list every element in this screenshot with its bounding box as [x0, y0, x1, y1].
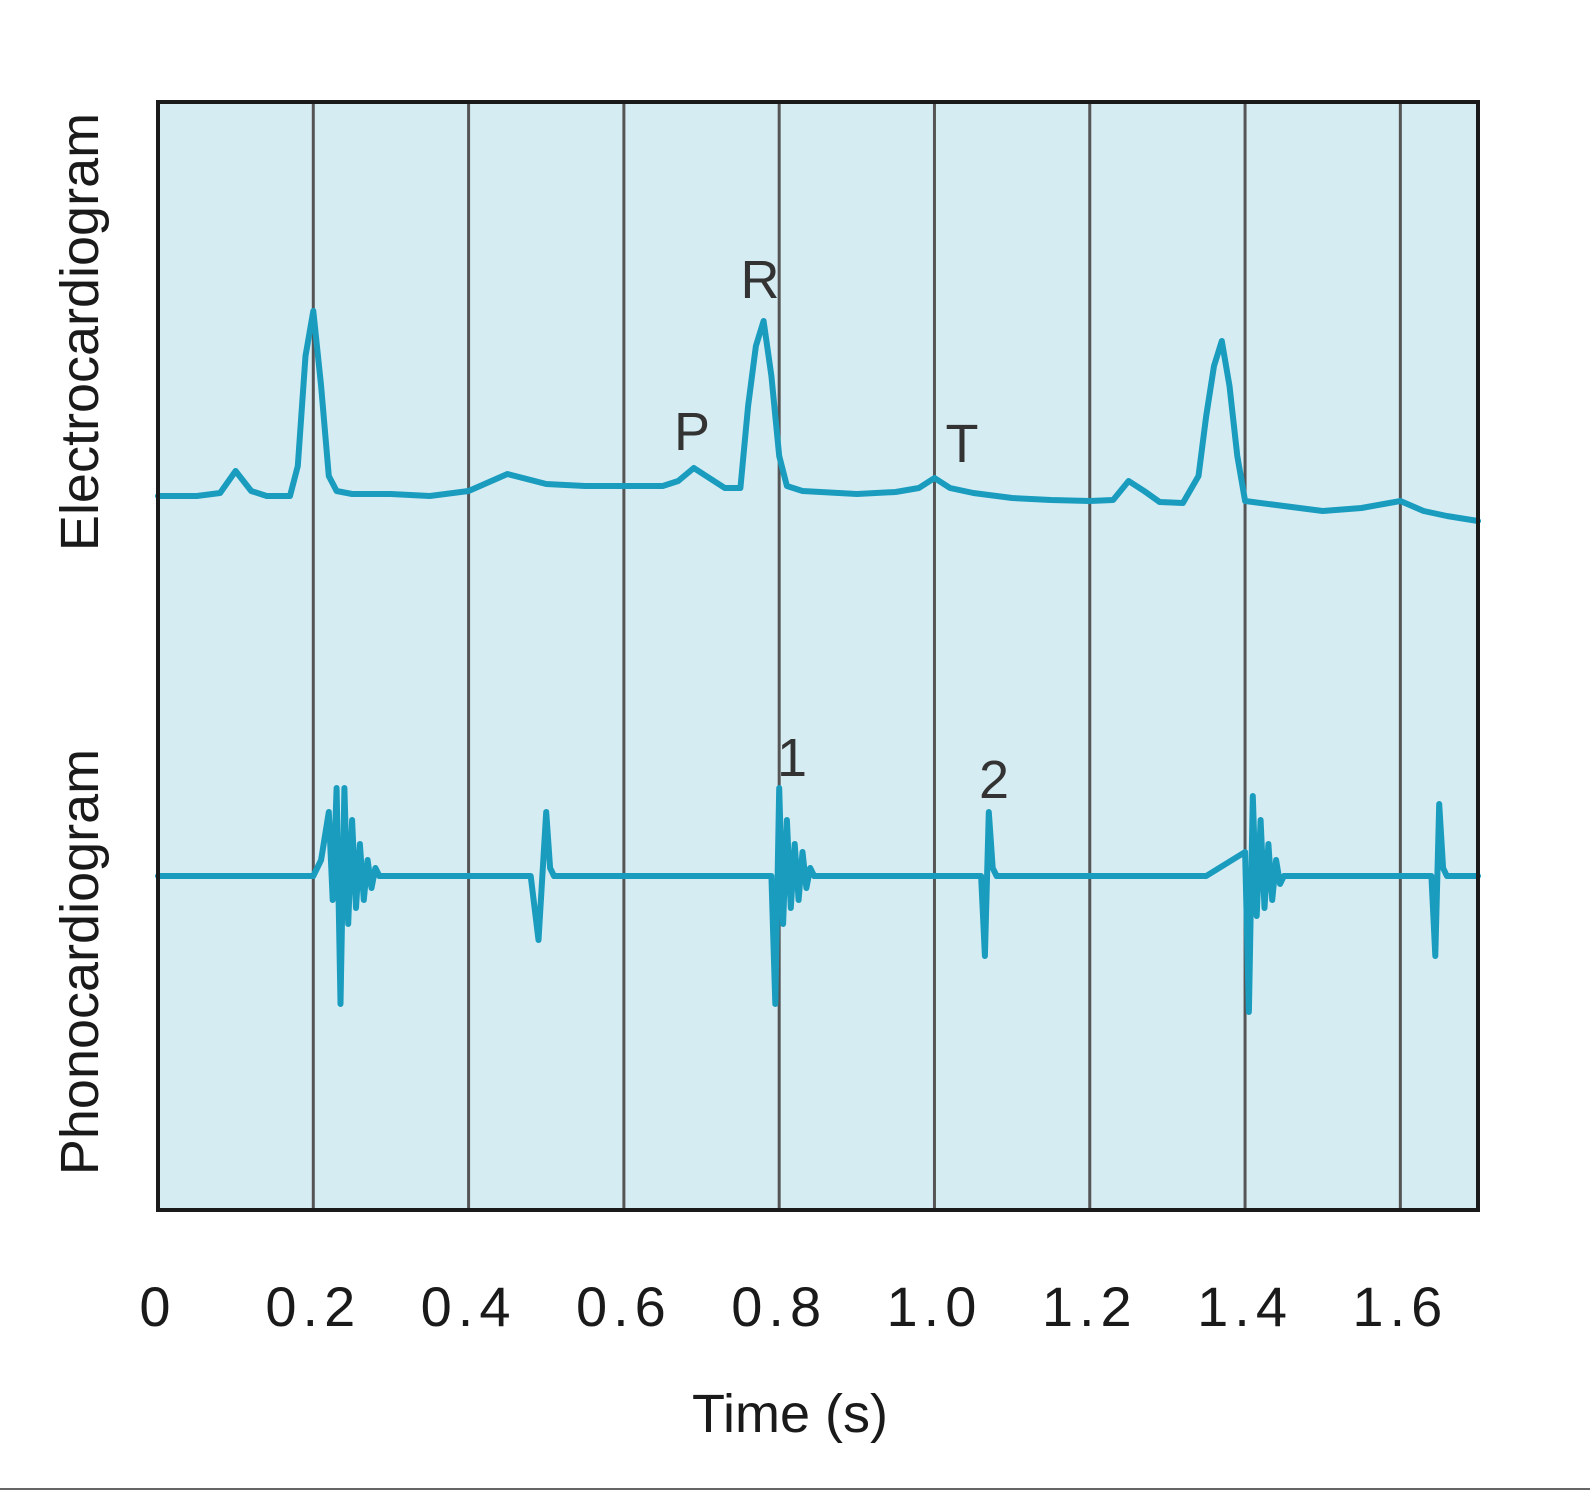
x-tick-label: 1.4 — [1197, 1275, 1293, 1338]
annotation-p: P — [674, 402, 710, 462]
pcg-trace — [155, 785, 1481, 1015]
x-tick-label: 1.6 — [1352, 1275, 1448, 1338]
bottom-divider — [0, 1488, 1590, 1490]
annotation-1: 1 — [777, 728, 807, 788]
vertical-gridlines — [311, 102, 1402, 1210]
plot-area — [158, 102, 1478, 1210]
annotation-r: R — [741, 250, 780, 310]
x-tick-label: 0 — [139, 1275, 176, 1338]
x-tick-label: 0.6 — [576, 1275, 672, 1338]
x-tick-label: 0.2 — [265, 1275, 361, 1338]
x-tick-label: 0.8 — [731, 1275, 827, 1338]
y-axis-title-ecg: Electrocardiogram — [50, 113, 110, 551]
x-tick-label: 1.2 — [1042, 1275, 1138, 1338]
ecg-trace — [155, 308, 1481, 524]
x-axis-title: Time (s) — [692, 1384, 888, 1444]
plot-frame — [156, 100, 1480, 1212]
x-tick-labels: 0 0.2 0.4 0.6 0.8 1.0 1.2 1.4 1.6 — [139, 1275, 1448, 1338]
annotation-2: 2 — [979, 750, 1009, 810]
y-axis-title-pcg: Phonocardiogram — [50, 749, 110, 1175]
x-tick-label: 0.4 — [421, 1275, 517, 1338]
x-tick-label: 1.0 — [887, 1275, 983, 1338]
annotation-t: T — [946, 414, 979, 474]
